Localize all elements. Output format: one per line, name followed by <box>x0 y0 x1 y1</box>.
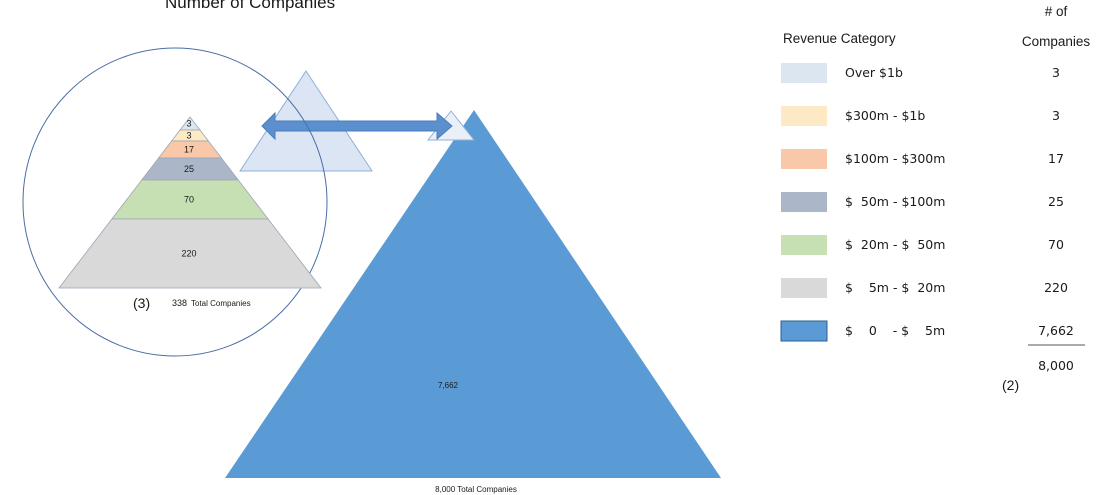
small-pyramid-band <box>58 218 322 289</box>
legend-label: $ 0 - $ 5m <box>845 323 945 338</box>
legend-count-header-line2: Companies <box>1022 34 1091 49</box>
legend-rows: Over $1b 3 $300m - $1b 3 $100m - $300m 17 $ 50… <box>780 63 1074 342</box>
small-pyramid-note: (3) <box>133 295 150 311</box>
legend-swatch <box>780 320 828 342</box>
legend-count: 70 <box>1048 237 1064 252</box>
legend-label: $300m - $1b <box>845 108 925 123</box>
legend-count: 25 <box>1048 194 1064 209</box>
small-pyramid-band-value: 3 <box>186 131 191 141</box>
small-pyramid-band-value: 25 <box>184 164 194 174</box>
legend-label: $100m - $300m <box>845 151 945 166</box>
zoom-circle <box>22 47 328 357</box>
small-pyramid-total-number: 338 <box>172 298 187 308</box>
small-pyramid: 3 3 17 25 70 220 <box>58 116 322 289</box>
legend-swatch <box>781 106 827 126</box>
diagram-title: Number of Companies <box>165 0 335 12</box>
legend-note: (2) <box>1002 377 1019 393</box>
legend-count: 3 <box>1052 108 1060 123</box>
large-pyramid-total-label: 8,000 Total Companies <box>435 485 517 494</box>
legend-count: 220 <box>1044 280 1068 295</box>
legend-swatch <box>781 192 827 212</box>
large-pyramid-value: 7,662 <box>438 381 459 390</box>
legend-count-header-line1: # of <box>1045 4 1068 19</box>
legend-label: $ 5m - $ 20m <box>845 280 945 295</box>
legend-swatch <box>781 278 827 298</box>
small-pyramid-band-value: 17 <box>184 145 194 155</box>
large-pyramid <box>225 110 721 478</box>
legend-swatch <box>781 235 827 255</box>
small-pyramid-band-value: 3 <box>186 119 191 129</box>
small-pyramid-band-value: 70 <box>184 195 194 205</box>
legend-count: 17 <box>1048 151 1064 166</box>
legend-label: $ 20m - $ 50m <box>845 237 945 252</box>
legend-total: 8,000 <box>1038 358 1074 373</box>
legend-count: 7,662 <box>1038 323 1074 338</box>
legend-count: 3 <box>1052 65 1060 80</box>
legend-label: $ 50m - $100m <box>845 194 945 209</box>
legend-swatch <box>781 63 827 83</box>
zoom-arrow <box>261 111 453 141</box>
small-pyramid-total-label: Total Companies <box>191 299 251 308</box>
legend-category-header: Revenue Category <box>783 31 896 46</box>
legend-swatch <box>781 149 827 169</box>
small-pyramid-band-value: 220 <box>181 249 196 259</box>
legend-label: Over $1b <box>845 65 903 80</box>
